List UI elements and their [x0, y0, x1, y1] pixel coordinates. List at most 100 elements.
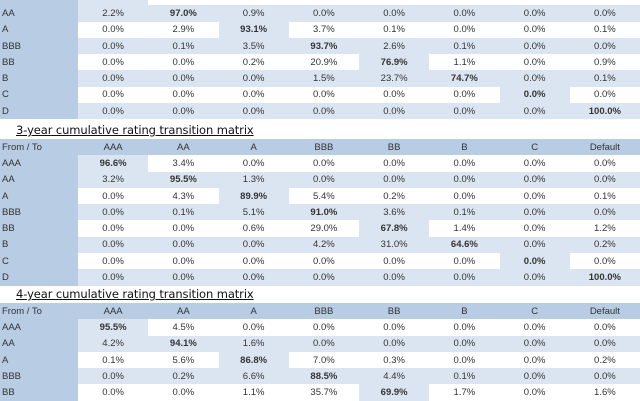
table-cell: 0.0% [359, 269, 430, 286]
table-cell: 0.0% [172, 223, 195, 235]
row-label: BB [0, 384, 78, 401]
table-cell: 0.0% [499, 269, 570, 286]
table-cell: 0.0% [523, 223, 546, 235]
table-cell: 0.0% [102, 190, 124, 202]
four-year-matrix-body: AAA 95.5% 4.5% 0.0% 0.0% 0.0% 0.0% 0.0% 0.0% AA 4.… [0, 319, 640, 401]
row-label: D [0, 103, 78, 120]
table-row: AAA 96.6% 3.4% 0.0% 0.0% 0.0% 0.0% 0.0% 0.0% [0, 155, 640, 172]
diagonal-cell: 69.9% [359, 384, 430, 401]
table-cell: 0.0% [242, 89, 265, 101]
row-label: AAA [0, 155, 78, 172]
row-label: AAA [0, 319, 78, 336]
table-cell: 3.6% [359, 204, 430, 221]
table-cell: 0.0% [172, 56, 195, 68]
table-row: B 0.0% 0.0% 0.0% 1.5% 23.7% 74.7% 0.0% 0.1% [0, 70, 640, 87]
table-cell: 0.0% [523, 321, 546, 333]
table-cell: 0.0% [523, 190, 546, 202]
table-cell: 0.0% [569, 37, 640, 55]
table-cell: 0.0% [172, 89, 195, 101]
table-cell: 0.3% [383, 354, 405, 366]
table-cell: 0.0% [569, 171, 640, 188]
table-cell: 1.1% [242, 387, 265, 399]
table-row: C 0.0% 0.0% 0.0% 0.0% 0.0% 0.0% 0.0% 0.0% [0, 253, 640, 270]
table-cell: 0.0% [569, 204, 640, 221]
table-row: BB 0.0% 0.0% 0.2% 20.9% 76.9% 1.1% 0.0% 0.9% [0, 54, 640, 71]
table-cell: 0.0% [429, 5, 500, 22]
table-cell: 0.0% [218, 236, 289, 254]
column-header: Default [569, 303, 640, 320]
table-cell: 0.0% [570, 0, 640, 5]
table-cell: 0.0% [78, 70, 149, 87]
diagonal-cell: 93.1% [218, 21, 289, 38]
column-header: AAA [78, 303, 149, 320]
table-cell: 0.1% [148, 37, 219, 55]
table-row: D 0.0% 0.0% 0.0% 0.0% 0.0% 0.0% 0.0% 100.0% [0, 269, 640, 286]
table-cell: 0.1% [148, 204, 219, 221]
diagonal-cell: 88.5% [288, 368, 359, 385]
table-cell: 0.0% [288, 103, 359, 120]
diagonal-cell: 0.0% [499, 253, 570, 270]
column-header: From / To [0, 303, 78, 320]
row-label: BBB [0, 37, 78, 55]
table-cell: 3.7% [313, 24, 335, 36]
header-row: From / To AAA AA A BBB BB B C Default [0, 303, 640, 320]
table-row: A 0.1% 5.6% 86.8% 7.0% 0.3% 0.0% 0.0% 0.2% [0, 351, 640, 369]
row-label: AA [0, 171, 78, 188]
table-cell: 0.1% [429, 368, 500, 385]
column-header: C [499, 139, 570, 156]
header-row: From / To AAA AA A BBB BB B C Default [0, 139, 640, 156]
table-cell: 0.0% [148, 236, 219, 254]
three-year-matrix-body: AAA 96.6% 3.4% 0.0% 0.0% 0.0% 0.0% 0.0% 0.0% AA 3.… [0, 155, 640, 286]
table-cell: 1.6% [594, 387, 616, 399]
row-label: B [0, 236, 78, 254]
diagonal-cell: 64.6% [429, 236, 500, 254]
table-cell: 0.0% [313, 89, 335, 101]
three-year-matrix-table: From / To AAA AA A BBB BB B C Default AAA 96.6% 3.… [0, 139, 640, 286]
four-year-matrix-table: From / To AAA AA A BBB BB B C Default AAA 95.5% 4.… [0, 303, 640, 401]
table-cell: 0.0% [288, 269, 359, 286]
table-cell: 0.0% [429, 171, 500, 188]
table-cell: 0.0% [499, 204, 570, 221]
table-cell: 1.7% [453, 387, 476, 399]
row-label: A [0, 187, 78, 205]
table-cell: 0.0% [429, 103, 500, 120]
table-cell: 0.0% [148, 103, 219, 120]
table-cell: 0.0% [453, 190, 476, 202]
table-cell: 0.0% [569, 335, 640, 352]
diagonal-cell: 97.7% [78, 0, 149, 6]
diagonal-cell: 100.0% [569, 103, 640, 120]
table-cell: 0.0% [499, 368, 570, 385]
table-cell: 1.3% [218, 171, 289, 188]
column-header: BBB [288, 303, 359, 320]
table-cell: 0.0% [102, 223, 124, 235]
table-cell: 0.0% [500, 0, 570, 5]
table-row: BBB 0.0% 0.1% 5.1% 91.0% 3.6% 0.1% 0.0% 0.0% [0, 204, 640, 221]
table-row: AA 4.2% 94.1% 1.6% 0.0% 0.0% 0.0% 0.0% 0.0% [0, 335, 640, 352]
table-cell: 0.0% [102, 387, 124, 399]
table-cell: 0.0% [594, 321, 616, 333]
diagonal-cell: 97.0% [148, 5, 219, 22]
column-header: Default [569, 139, 640, 156]
row-label: AA [0, 335, 78, 352]
table-cell: 0.2% [569, 236, 640, 254]
table-cell: 0.1% [569, 70, 640, 87]
table-cell: 0.0% [78, 269, 149, 286]
table-row: AA 2.2% 97.0% 0.9% 0.0% 0.0% 0.0% 0.0% 0.0% [0, 5, 640, 22]
table-cell: 0.0% [359, 5, 430, 22]
table-cell: 4.3% [172, 190, 195, 202]
column-header: AA [148, 303, 219, 320]
table-cell: 0.0% [499, 37, 570, 55]
diagonal-cell: 89.9% [218, 187, 289, 205]
table-cell: 0.0% [102, 255, 124, 267]
table-cell: 0.0% [218, 269, 289, 286]
table-cell: 0.0% [429, 0, 499, 5]
table-cell: 20.9% [310, 56, 338, 68]
table-cell: 0.0% [383, 89, 405, 101]
four-year-matrix-title: 4-year cumulative rating transition matr… [16, 287, 254, 301]
row-label: AA [0, 5, 78, 22]
table-cell: 0.0% [242, 321, 265, 333]
table-cell: 0.0% [78, 204, 149, 221]
table-cell: 0.0% [453, 255, 476, 267]
diagonal-cell: 95.5% [78, 319, 149, 336]
table-cell: 0.0% [102, 56, 124, 68]
